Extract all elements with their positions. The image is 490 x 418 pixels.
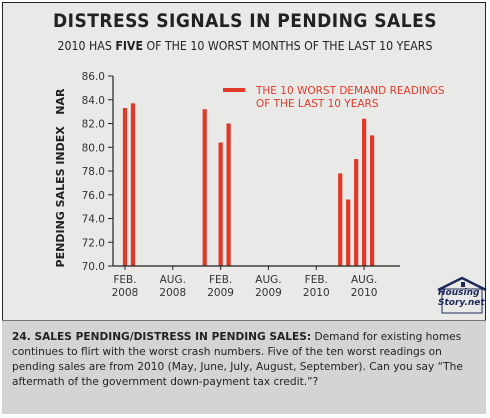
bar xyxy=(130,103,136,266)
logo-line2: Story.net xyxy=(438,298,485,308)
x-tick-label-year: 2008 xyxy=(159,287,186,299)
bar xyxy=(338,173,343,266)
bar xyxy=(346,199,351,266)
subtitle-suffix: OF THE 10 WORST MONTHS OF THE LAST 10 YE… xyxy=(142,38,433,53)
x-tick-label-year: 2009 xyxy=(207,287,234,299)
y-tick-label: 86.0 xyxy=(82,71,105,83)
x-tick-label-month: FEB. xyxy=(113,274,136,286)
bar xyxy=(354,159,359,266)
y-axis-label-group: PENDING SALES INDEX NAR xyxy=(54,88,67,267)
caption-panel: 24. SALES PENDING/DISTRESS IN PENDING SA… xyxy=(2,320,486,414)
x-tick-label-year: 2008 xyxy=(112,287,139,299)
y-tick-label: 76.0 xyxy=(82,190,105,202)
x-tick-label-year: 2010 xyxy=(351,287,378,299)
legend-label-line1: THE 10 WORST DEMAND READINGS xyxy=(255,85,445,97)
legend-swatch xyxy=(223,88,245,92)
logo-line1: Housing xyxy=(438,288,480,298)
bar xyxy=(226,123,231,266)
y-tick-label: 82.0 xyxy=(82,119,105,131)
x-tick-labels: FEB.2008AUG.2008FEB.2009AUG.2009FEB.2010… xyxy=(112,266,378,299)
legend: THE 10 WORST DEMAND READINGS OF THE LAST… xyxy=(223,85,445,110)
y-axis-label: PENDING SALES INDEX NAR xyxy=(54,88,67,267)
x-tick-label-month: AUG. xyxy=(351,274,377,286)
chart-subtitle: 2010 HAS FIVE OF THE 10 WORST MONTHS OF … xyxy=(29,38,460,53)
caption-body: Demand for existing homes continues to f… xyxy=(12,331,463,388)
x-tick-label-month: AUG. xyxy=(255,274,281,286)
x-tick-label-year: 2009 xyxy=(255,287,282,299)
bar xyxy=(122,108,128,266)
bars xyxy=(122,103,375,266)
y-tick-label: 70.0 xyxy=(82,261,105,273)
x-tick-label-month: FEB. xyxy=(209,274,232,286)
chart-title: DISTRESS SIGNALS IN PENDING SALES xyxy=(53,10,437,32)
bar xyxy=(362,118,367,266)
x-tick-label-year: 2010 xyxy=(303,287,330,299)
y-tick-labels: 86.0 84.0 82.0 80.0 78.0 76.0 74.0 72.0 70.0 xyxy=(82,71,113,273)
bar xyxy=(218,142,223,266)
x-tick-label-month: AUG. xyxy=(160,274,186,286)
y-tick-label: 84.0 xyxy=(82,95,105,107)
y-tick-label: 72.0 xyxy=(82,237,105,249)
y-tick-label: 80.0 xyxy=(82,142,105,154)
axes xyxy=(112,76,400,267)
logo-text: Housing Story.net xyxy=(438,288,490,308)
subtitle-prefix: 2010 HAS xyxy=(57,38,116,53)
legend-label-line2: OF THE LAST 10 YEARS xyxy=(256,98,379,110)
caption-heading: 24. SALES PENDING/DISTRESS IN PENDING SA… xyxy=(12,331,312,343)
housing-story-logo-icon xyxy=(437,276,487,314)
y-tick-label: 78.0 xyxy=(82,166,105,178)
bar xyxy=(369,135,375,266)
subtitle-bold: FIVE xyxy=(115,38,143,53)
y-tick-label: 74.0 xyxy=(82,214,105,226)
x-tick-label-month: FEB. xyxy=(305,274,328,286)
bar xyxy=(202,109,207,266)
